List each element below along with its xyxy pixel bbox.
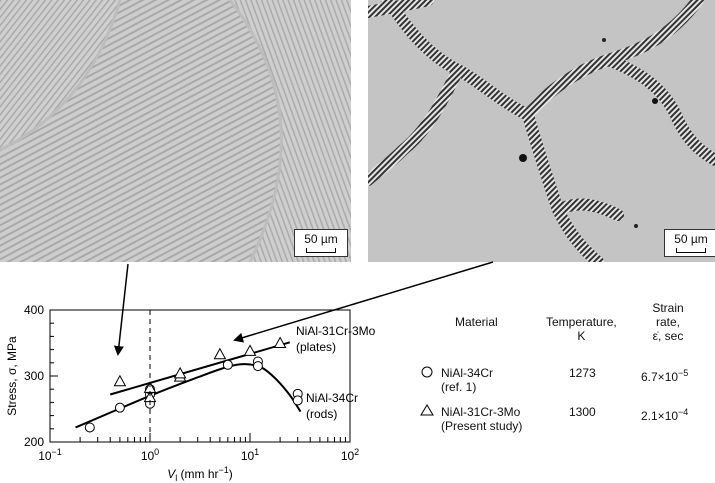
data-point-circle <box>252 361 263 372</box>
data-point-circle <box>252 356 263 367</box>
x-axis-label: Vl (mm hr−1) <box>167 465 233 483</box>
y-axis-label: Stress, σ, MPa <box>5 336 19 416</box>
legend-circle-marker <box>421 366 433 378</box>
table-row-rate: 2.1×10−4 <box>641 407 689 423</box>
table-row-material: NiAl-34Cr (ref. 1) <box>441 366 494 394</box>
table-row-temperature: 1300 <box>569 405 596 419</box>
scale-bar-right: 50 µm <box>664 229 715 257</box>
scale-label: 50 µm <box>674 232 708 246</box>
axis-ticks <box>49 309 351 443</box>
x-tick-label: 101 <box>241 447 259 463</box>
data-point-circle <box>145 384 155 395</box>
fit-line-triangle <box>109 341 291 396</box>
table-header-strain-rate: Strain rate, ε̇, sec <box>652 301 684 343</box>
fit-lines <box>75 341 302 429</box>
scale-bar <box>676 248 706 253</box>
lamellar-texture <box>0 0 351 262</box>
table-row-rate: 6.7×10−5 <box>641 368 689 384</box>
data-point-triangle <box>243 344 257 356</box>
data-point-circle <box>292 395 303 406</box>
series-label-rods-line2: (rods) <box>306 407 337 421</box>
data-markers <box>84 336 303 433</box>
fit-line-circle <box>75 363 302 429</box>
data-point-circle <box>222 359 233 370</box>
cellular-texture <box>368 0 715 262</box>
data-point-triangle <box>273 336 287 348</box>
data-point-triangle <box>213 347 227 360</box>
table-row-temperature: 1273 <box>569 366 596 380</box>
data-point-circle <box>145 398 155 409</box>
data-point-triangle <box>143 381 157 393</box>
data-point-circle <box>292 388 303 399</box>
micrograph-right: 50 µm <box>368 0 715 262</box>
scale-bar-left: 50 µm <box>294 229 348 257</box>
series-label-plates: NiAl-31Cr-3Mo <box>296 324 376 338</box>
arrow-to-plates <box>113 263 129 356</box>
x-tick-label: 10−1 <box>38 447 62 463</box>
y-tick-label: 400 <box>24 303 44 317</box>
data-point-triangle <box>173 370 187 382</box>
y-tick-label: 300 <box>24 369 44 383</box>
data-point-circle <box>114 402 125 413</box>
data-point-triangle <box>143 390 157 403</box>
x-tick-label: 100 <box>141 447 159 463</box>
x-tick-label: 102 <box>341 447 359 463</box>
plot-frame <box>49 309 351 443</box>
legend-triangle-marker <box>420 404 434 416</box>
table-header-temperature: Temperature, K <box>546 315 617 343</box>
data-point-triangle <box>173 366 187 379</box>
data-point-triangle <box>113 374 127 387</box>
table-row-material: NiAl-31Cr-3Mo (Present study) <box>441 405 523 433</box>
series-label-rods: NiAl-34Cr <box>306 391 358 405</box>
data-point-circle <box>84 422 95 433</box>
micrograph-left: 50 µm <box>0 0 351 262</box>
data-point-circle <box>145 389 155 400</box>
scale-bar <box>306 248 336 253</box>
y-tick-label: 200 <box>24 435 44 449</box>
series-label-plates-line2: (plates) <box>296 340 336 354</box>
table-header-material: Material <box>455 315 498 329</box>
scale-label: 50 µm <box>304 232 338 246</box>
